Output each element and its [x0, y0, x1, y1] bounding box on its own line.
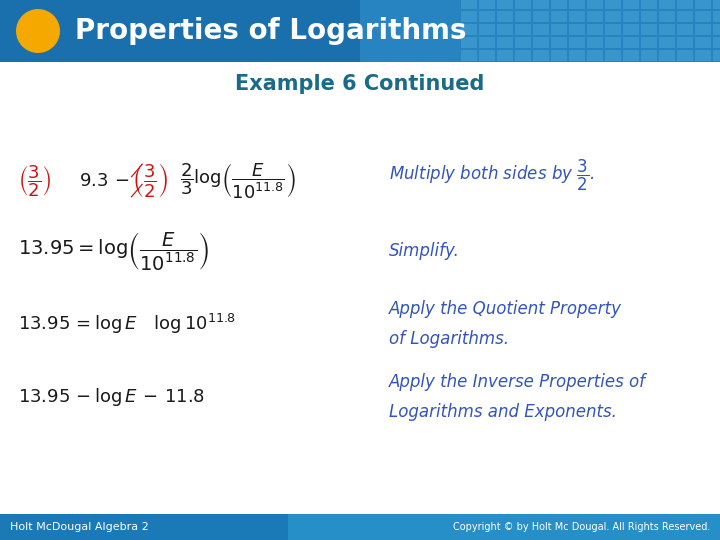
Bar	[515, 0, 531, 9]
Text: $9.3\,-$: $9.3\,-$	[79, 172, 130, 190]
Bar	[623, 11, 639, 22]
Bar	[533, 0, 549, 9]
Text: of Logarithms.: of Logarithms.	[389, 330, 509, 348]
Bar	[587, 37, 603, 48]
Bar	[479, 50, 495, 61]
Bar	[461, 0, 477, 9]
Text: Logarithms and Exponents.: Logarithms and Exponents.	[389, 403, 616, 421]
Bar	[569, 11, 585, 22]
Bar	[623, 50, 639, 61]
Bar	[0, 514, 720, 540]
Bar	[533, 50, 549, 61]
Bar	[659, 37, 675, 48]
Bar	[677, 37, 693, 48]
Bar	[515, 24, 531, 35]
Bar	[641, 50, 657, 61]
Text: Apply the Inverse Properties of: Apply the Inverse Properties of	[389, 373, 646, 391]
Bar	[695, 0, 711, 9]
Bar	[461, 50, 477, 61]
Text: $13.95\,-\log E\,-\,11.8$: $13.95\,-\log E\,-\,11.8$	[18, 386, 204, 408]
Bar	[641, 0, 657, 9]
Bar	[677, 50, 693, 61]
Bar	[659, 11, 675, 22]
Bar	[587, 24, 603, 35]
Text: Multiply both sides by $\dfrac{3}{2}$.: Multiply both sides by $\dfrac{3}{2}$.	[389, 158, 594, 193]
Bar	[659, 24, 675, 35]
Bar	[695, 50, 711, 61]
Bar	[659, 0, 675, 9]
Bar	[623, 0, 639, 9]
Bar	[533, 37, 549, 48]
Bar	[659, 50, 675, 61]
Bar	[677, 11, 693, 22]
Text: $13.95\,=\log E\quad\log 10^{11.8}$: $13.95\,=\log E\quad\log 10^{11.8}$	[18, 312, 236, 336]
Bar	[587, 11, 603, 22]
Bar	[0, 0, 720, 62]
Bar	[461, 11, 477, 22]
Bar	[605, 37, 621, 48]
Bar	[695, 11, 711, 22]
Bar	[713, 50, 720, 61]
Bar	[605, 50, 621, 61]
Bar	[533, 11, 549, 22]
Bar	[713, 24, 720, 35]
Bar	[623, 37, 639, 48]
Bar	[551, 24, 567, 35]
Bar	[695, 37, 711, 48]
Bar	[695, 24, 711, 35]
Text: Holt McDougal Algebra 2: Holt McDougal Algebra 2	[10, 522, 149, 532]
Bar	[605, 11, 621, 22]
Bar	[587, 50, 603, 61]
Bar	[479, 37, 495, 48]
Bar	[497, 11, 513, 22]
Bar	[641, 37, 657, 48]
Bar	[641, 24, 657, 35]
Bar	[551, 50, 567, 61]
Bar	[461, 37, 477, 48]
Bar	[569, 24, 585, 35]
Bar	[479, 24, 495, 35]
Bar	[551, 37, 567, 48]
Bar	[551, 0, 567, 9]
Bar	[605, 24, 621, 35]
Bar	[569, 37, 585, 48]
Bar	[677, 0, 693, 9]
Bar	[569, 50, 585, 61]
Bar	[677, 24, 693, 35]
Bar	[641, 11, 657, 22]
Text: $\left(\dfrac{3}{2}\right)$: $\left(\dfrac{3}{2}\right)$	[18, 163, 51, 199]
Bar	[515, 37, 531, 48]
Bar	[479, 0, 495, 9]
Bar	[497, 24, 513, 35]
Bar	[713, 0, 720, 9]
Text: Apply the Quotient Property: Apply the Quotient Property	[389, 300, 622, 318]
Text: $13.95 = \log\!\left(\dfrac{E}{10^{11.8}}\right)$: $13.95 = \log\!\left(\dfrac{E}{10^{11.8}…	[18, 230, 209, 272]
Text: $\dfrac{2}{3}\log\!\left(\dfrac{E}{10^{11.8}}\right)$: $\dfrac{2}{3}\log\!\left(\dfrac{E}{10^{1…	[180, 161, 296, 200]
Ellipse shape	[16, 9, 60, 53]
Text: Copyright © by Holt Mc Dougal. All Rights Reserved.: Copyright © by Holt Mc Dougal. All Right…	[453, 522, 710, 532]
Bar	[623, 24, 639, 35]
Bar	[605, 0, 621, 9]
Bar	[497, 37, 513, 48]
Text: Example 6 Continued: Example 6 Continued	[235, 73, 485, 94]
Text: Simplify.: Simplify.	[389, 242, 459, 260]
Bar	[360, 0, 720, 62]
Bar	[497, 50, 513, 61]
Bar	[515, 11, 531, 22]
Bar	[515, 50, 531, 61]
Bar	[497, 0, 513, 9]
Text: Properties of Logarithms: Properties of Logarithms	[75, 17, 467, 45]
Bar	[587, 0, 603, 9]
Bar	[479, 11, 495, 22]
Bar	[713, 11, 720, 22]
Bar	[713, 37, 720, 48]
Bar	[533, 24, 549, 35]
Text: $\left(\dfrac{\not{3}}{\not{2}}\right)$: $\left(\dfrac{\not{3}}{\not{2}}\right)$	[130, 161, 168, 200]
Bar	[551, 11, 567, 22]
Bar	[569, 0, 585, 9]
Bar	[288, 514, 720, 540]
Bar	[461, 24, 477, 35]
